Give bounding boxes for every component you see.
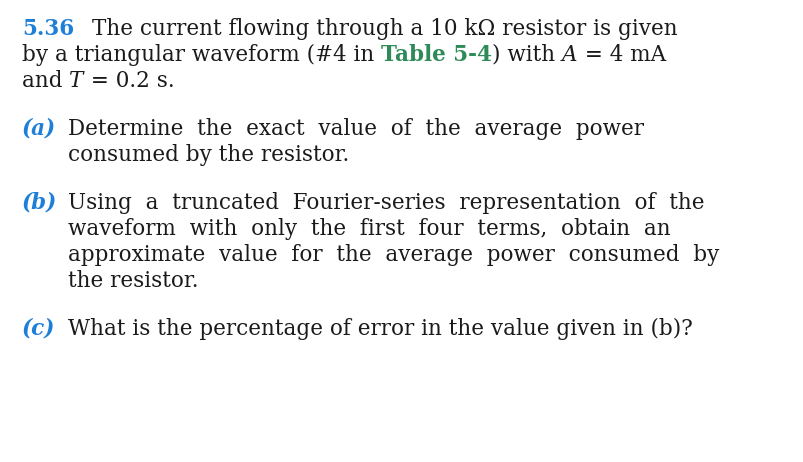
Text: = 0.2 s.: = 0.2 s. bbox=[84, 70, 174, 92]
Text: The current flowing through a 10 kΩ resistor is given: The current flowing through a 10 kΩ resi… bbox=[92, 18, 677, 40]
Text: the resistor.: the resistor. bbox=[68, 270, 198, 292]
Text: by a triangular waveform (#4 in: by a triangular waveform (#4 in bbox=[22, 44, 381, 66]
Text: and: and bbox=[22, 70, 69, 92]
Text: (c): (c) bbox=[22, 318, 55, 340]
Text: A: A bbox=[561, 44, 577, 66]
Text: Using  a  truncated  Fourier-series  representation  of  the: Using a truncated Fourier-series represe… bbox=[68, 192, 703, 214]
Text: ) with: ) with bbox=[491, 44, 561, 66]
Text: What is the percentage of error in the value given in (b)?: What is the percentage of error in the v… bbox=[68, 318, 692, 340]
Text: = 4 mA: = 4 mA bbox=[577, 44, 665, 66]
Text: consumed by the resistor.: consumed by the resistor. bbox=[68, 144, 349, 166]
Text: (a): (a) bbox=[22, 118, 56, 140]
Text: approximate  value  for  the  average  power  consumed  by: approximate value for the average power … bbox=[68, 244, 719, 266]
Text: waveform  with  only  the  first  four  terms,  obtain  an: waveform with only the first four terms,… bbox=[68, 218, 670, 240]
Text: (b): (b) bbox=[22, 192, 57, 214]
Text: Table 5-4: Table 5-4 bbox=[381, 44, 491, 66]
Text: Determine  the  exact  value  of  the  average  power: Determine the exact value of the average… bbox=[68, 118, 643, 140]
Text: T: T bbox=[69, 70, 84, 92]
Text: 5.36: 5.36 bbox=[22, 18, 74, 40]
